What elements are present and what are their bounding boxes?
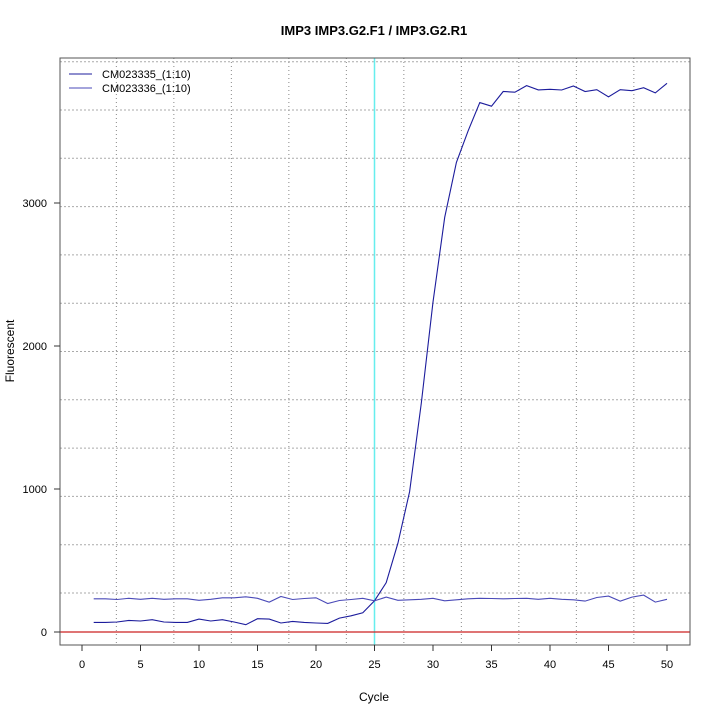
- x-tick-label: 20: [310, 659, 322, 671]
- series-line-1: [93, 82, 668, 626]
- x-tick-label: 30: [427, 659, 439, 671]
- series-lines: [93, 82, 668, 626]
- x-tick-label: 50: [661, 659, 673, 671]
- y-tick-label: 1000: [23, 484, 47, 496]
- x-tick-label: 35: [485, 659, 497, 671]
- legend-label-series1: CM023335_(1:10): [102, 69, 191, 81]
- x-axis-label: Cycle: [359, 690, 389, 704]
- y-tick-label: 2000: [23, 341, 47, 353]
- x-tick-label: 25: [368, 659, 380, 671]
- x-tick-label: 5: [137, 659, 143, 671]
- x-axis: 0 5 10 15 20 25 30 35 40 45 50: [79, 645, 673, 671]
- y-axis-label: Fluorescent: [3, 319, 17, 382]
- y-tick-label: 0: [41, 627, 47, 639]
- legend-label-series2: CM023336_(1:10): [102, 83, 191, 95]
- chart-title: IMP3 IMP3.G2.F1 / IMP3.G2.R1: [281, 23, 467, 38]
- legend: CM023335_(1:10) CM023336_(1:10): [69, 69, 191, 95]
- reference-lines: [60, 58, 690, 645]
- x-tick-label: 40: [544, 659, 556, 671]
- y-axis: 0 1000 2000 3000: [23, 198, 60, 639]
- x-tick-label: 0: [79, 659, 85, 671]
- x-tick-label: 15: [251, 659, 263, 671]
- x-tick-label: 45: [602, 659, 614, 671]
- x-tick-label: 10: [193, 659, 205, 671]
- grid: [60, 58, 690, 645]
- series-line-2: [93, 594, 668, 605]
- y-tick-label: 3000: [23, 198, 47, 210]
